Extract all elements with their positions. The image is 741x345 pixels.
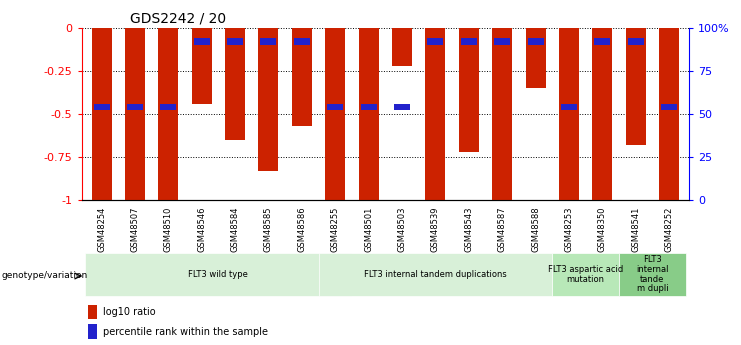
Bar (192, 28, 212, 104)
Bar (85, 253, 352, 296)
Bar (492, 28, 512, 200)
Bar (292, 28, 312, 126)
Bar (425, 28, 445, 200)
Bar (87, 305, 97, 319)
Bar (561, 104, 577, 110)
Bar (361, 104, 376, 110)
Bar (552, 253, 619, 296)
Bar (260, 38, 276, 45)
Bar (392, 28, 412, 66)
Text: genotype/variation: genotype/variation (1, 272, 87, 280)
Bar (92, 28, 112, 200)
Bar (359, 28, 379, 200)
Bar (628, 38, 644, 45)
Text: FLT3
internal
tande
m dupli: FLT3 internal tande m dupli (637, 255, 668, 293)
Bar (325, 28, 345, 200)
Bar (93, 104, 110, 110)
Bar (659, 28, 679, 200)
Bar (125, 28, 145, 200)
Text: FLT3 aspartic acid
mutation: FLT3 aspartic acid mutation (548, 265, 623, 284)
Text: percentile rank within the sample: percentile rank within the sample (103, 327, 268, 336)
Text: FLT3 internal tandem duplications: FLT3 internal tandem duplications (364, 270, 507, 279)
Bar (394, 104, 410, 110)
Text: FLT3 wild type: FLT3 wild type (188, 270, 248, 279)
Bar (525, 28, 545, 88)
Text: GDS2242 / 20: GDS2242 / 20 (130, 11, 226, 25)
Bar (294, 38, 310, 45)
Bar (227, 38, 243, 45)
Bar (592, 28, 612, 200)
Bar (225, 28, 245, 140)
Bar (328, 104, 343, 110)
Bar (259, 28, 279, 171)
Bar (494, 38, 511, 45)
Text: log10 ratio: log10 ratio (103, 307, 156, 317)
Bar (559, 28, 579, 200)
Bar (619, 253, 685, 296)
Bar (160, 104, 176, 110)
Bar (528, 38, 544, 45)
Bar (459, 28, 479, 152)
Bar (428, 38, 443, 45)
Bar (594, 38, 611, 45)
Bar (461, 38, 476, 45)
Bar (127, 104, 143, 110)
Bar (661, 104, 677, 110)
Bar (193, 38, 210, 45)
Bar (87, 324, 97, 339)
Bar (319, 253, 552, 296)
Bar (625, 28, 645, 145)
Bar (159, 28, 179, 200)
